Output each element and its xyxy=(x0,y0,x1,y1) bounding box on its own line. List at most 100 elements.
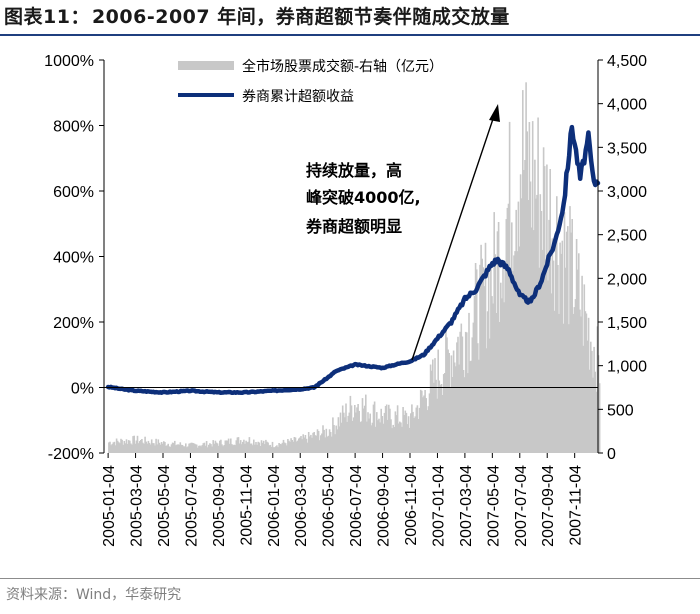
volume-bar xyxy=(179,442,182,453)
volume-bar xyxy=(462,370,465,453)
volume-bar xyxy=(493,212,495,453)
volume-bar xyxy=(464,331,467,453)
volume-bar xyxy=(383,412,386,453)
volume-bar xyxy=(232,445,234,453)
volume-bar xyxy=(182,446,185,453)
volume-bar xyxy=(373,401,376,453)
volume-bar xyxy=(507,203,510,453)
volume-bar xyxy=(547,280,549,453)
volume-bar xyxy=(303,437,306,453)
volume-bar xyxy=(473,296,476,453)
volume-bar xyxy=(194,444,197,453)
x-tick-label: 2005-07-04 xyxy=(183,465,200,547)
volume-bar xyxy=(401,426,403,453)
volume-bar xyxy=(543,166,546,453)
volume-bar xyxy=(204,445,207,453)
volume-bar xyxy=(309,436,311,453)
volume-bar xyxy=(576,269,579,453)
volume-bar xyxy=(434,358,436,453)
volume-bar xyxy=(244,443,246,453)
volume-bar xyxy=(419,389,422,453)
volume-bar xyxy=(327,435,330,453)
volume-bar xyxy=(181,445,184,453)
volume-bar xyxy=(550,293,553,453)
left-tick-label: 1000% xyxy=(44,53,94,70)
volume-bar xyxy=(230,438,232,453)
volume-bar xyxy=(215,442,218,453)
volume-bar xyxy=(159,444,162,453)
volume-bar xyxy=(426,410,429,453)
x-tick-label: 2006-07-04 xyxy=(348,465,365,547)
volume-bar xyxy=(423,395,425,453)
volume-bar xyxy=(504,264,506,453)
volume-bar xyxy=(189,443,191,453)
volume-bar xyxy=(387,419,389,453)
volume-bar xyxy=(172,442,175,453)
volume-bar xyxy=(134,443,137,453)
volume-bar xyxy=(494,254,497,453)
volume-bar xyxy=(515,209,517,453)
volume-bar xyxy=(568,324,570,453)
volume-bar xyxy=(559,242,561,453)
volume-bar xyxy=(502,261,504,453)
volume-bar xyxy=(307,432,310,453)
volume-bar xyxy=(392,424,394,453)
volume-bar xyxy=(147,440,150,453)
volume-bar xyxy=(325,428,328,453)
volume-bar xyxy=(546,164,548,453)
volume-bar xyxy=(549,169,551,453)
volume-bar xyxy=(377,420,379,453)
volume-bar xyxy=(584,311,587,453)
volume-bar xyxy=(572,313,575,453)
volume-bar xyxy=(366,421,368,453)
x-tick-label: 2005-11-04 xyxy=(238,465,255,546)
volume-bar xyxy=(328,429,331,453)
volume-bar xyxy=(444,373,446,453)
x-tick-label: 2006-11-04 xyxy=(403,465,420,546)
annotation-arrow xyxy=(411,115,495,361)
volume-bar xyxy=(579,309,581,453)
volume-bar xyxy=(136,435,139,453)
volume-bar xyxy=(592,377,594,453)
volume-bar xyxy=(344,417,346,453)
volume-bar xyxy=(233,444,235,453)
volume-bar xyxy=(127,440,130,453)
annotation: 持续放量，高 峰突破4000亿, 券商超额明显 xyxy=(305,104,500,361)
volume-bar xyxy=(168,446,171,453)
volume-bar xyxy=(143,443,145,453)
volume-bar xyxy=(333,425,335,453)
figure-title-text: 2006-2007 年间，券商超额节奏伴随成交放量 xyxy=(91,6,510,28)
volume-bar xyxy=(198,445,200,453)
figure-number: 图表11： xyxy=(4,6,90,28)
volume-bar xyxy=(206,447,209,453)
volume-bar xyxy=(492,303,494,453)
volume-bar xyxy=(211,446,213,453)
volume-bar xyxy=(363,405,366,453)
volume-bar xyxy=(299,437,301,453)
volume-bar xyxy=(203,442,206,453)
volume-bar xyxy=(157,439,160,453)
volume-bar xyxy=(113,441,116,453)
x-tick-label: 2007-05-04 xyxy=(485,465,502,547)
volume-bar xyxy=(283,442,286,453)
volume-bar xyxy=(291,440,293,453)
volume-bar xyxy=(275,446,277,453)
volume-bar xyxy=(170,444,173,453)
volume-bar xyxy=(422,397,424,453)
volume-bar xyxy=(350,405,353,453)
volume-bar xyxy=(518,246,521,453)
volume-bar xyxy=(161,443,164,453)
volume-bar xyxy=(314,435,317,453)
volume-bar xyxy=(359,422,362,453)
volume-bar xyxy=(349,395,352,453)
volume-bar xyxy=(545,259,547,453)
x-tick-label: 2005-09-04 xyxy=(211,465,228,547)
source-note: 资料来源：Wind，华泰研究 xyxy=(6,587,182,603)
volume-bar xyxy=(277,447,279,453)
volume-bar xyxy=(267,442,269,453)
volume-bar xyxy=(163,441,165,453)
volume-bar xyxy=(374,426,377,453)
volume-bar xyxy=(112,442,115,453)
volume-bar xyxy=(531,121,534,453)
volume-bar xyxy=(166,445,168,453)
